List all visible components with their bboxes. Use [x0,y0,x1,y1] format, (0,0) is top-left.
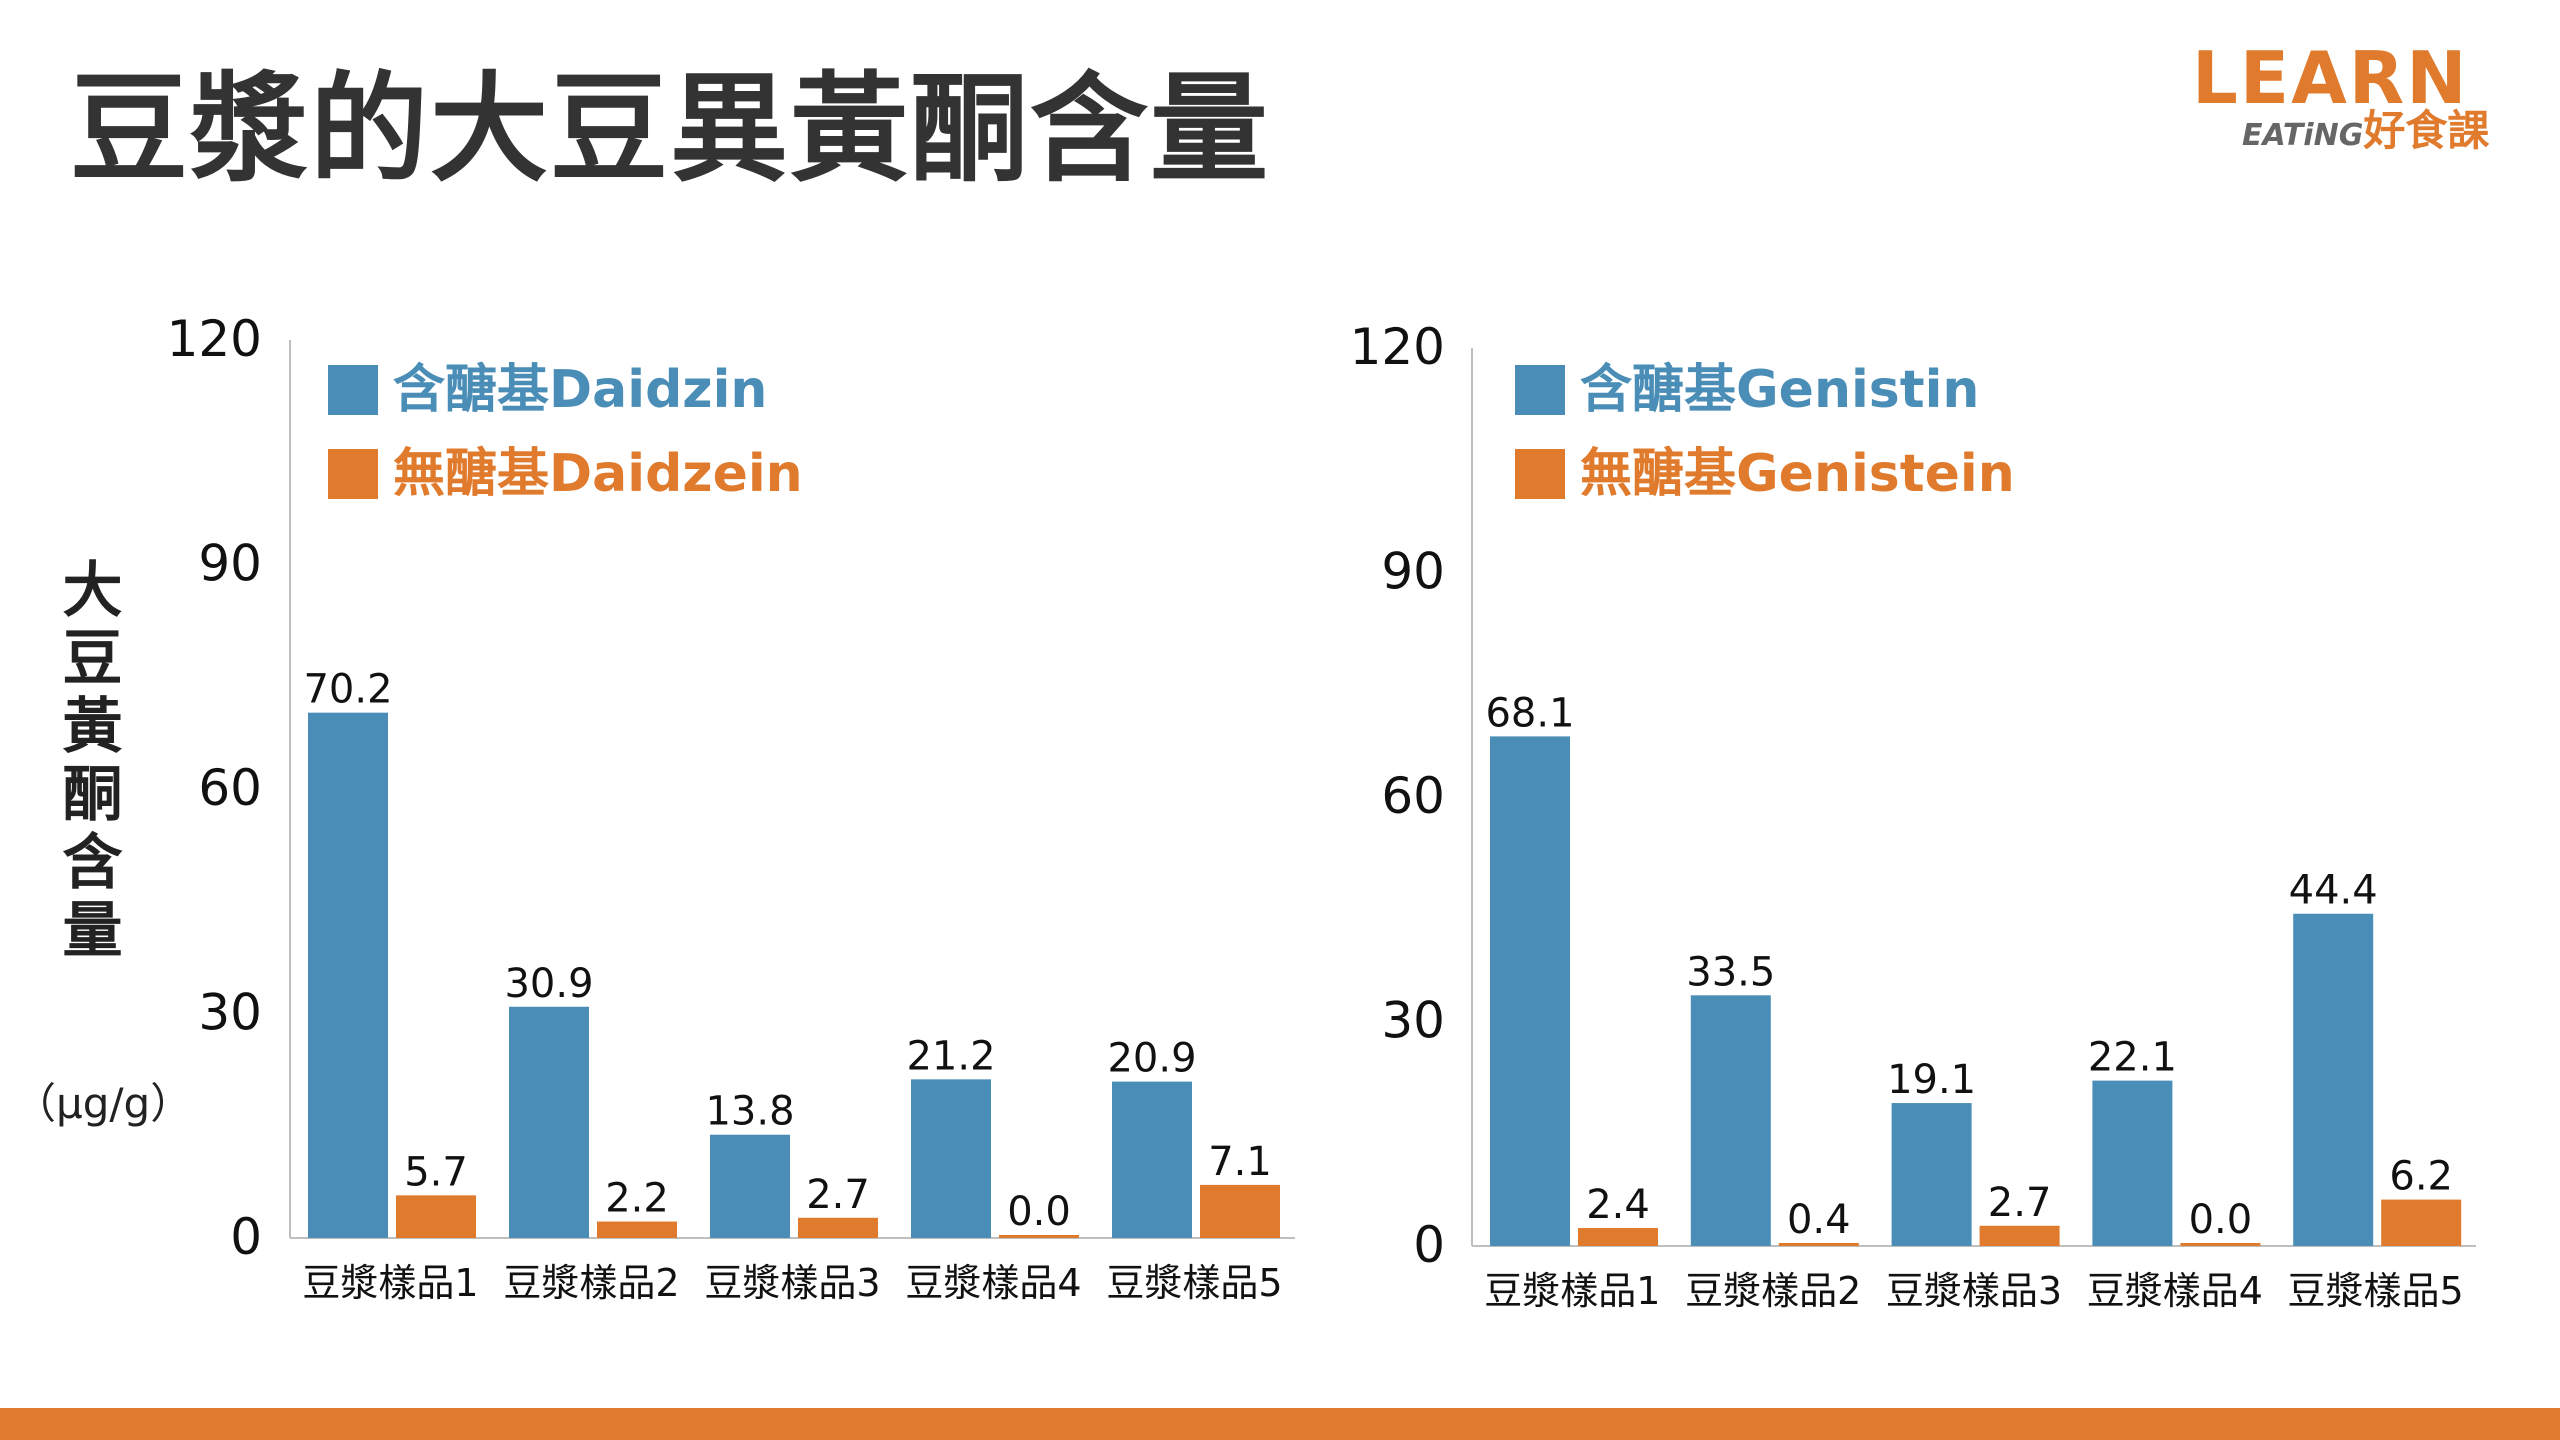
bar [2293,913,2374,1246]
bar [1200,1184,1280,1238]
y-tick-label: 0 [1413,1216,1445,1274]
bar [1112,1081,1192,1238]
brand-logo: LEARN EATiNG好食課 [2192,42,2512,162]
logo-chinese-text: 好食課 [2363,106,2490,155]
x-tick-label: 豆漿樣品1 [302,1261,478,1305]
x-tick-label: 豆漿樣品3 [704,1261,880,1305]
bar [1979,1225,2060,1246]
data-label: 0.0 [1007,1189,1071,1235]
x-tick-label: 豆漿樣品1 [1484,1269,1660,1313]
y-tick-label: 60 [198,759,262,817]
bar [2180,1243,2261,1246]
bar [1778,1243,1859,1246]
data-label: 2.7 [806,1172,870,1218]
data-label: 2.4 [1586,1182,1650,1228]
x-tick-label: 豆漿樣品2 [1685,1269,1861,1313]
data-label: 21.2 [906,1033,995,1079]
data-label: 2.2 [605,1176,669,1222]
bottom-accent-bar [0,1408,2560,1440]
x-tick-label: 豆漿樣品2 [503,1261,679,1305]
y-tick-label: 0 [230,1208,262,1266]
bar [509,1006,589,1238]
data-label: 2.7 [1988,1180,2052,1226]
x-tick-label: 豆漿樣品3 [1886,1269,2062,1313]
x-tick-label: 豆漿樣品5 [1106,1261,1282,1305]
data-label: 33.5 [1686,949,1775,995]
legend-swatch [328,449,378,499]
bar [2381,1199,2462,1246]
bar [999,1235,1079,1238]
x-tick-label: 豆漿樣品4 [905,1261,1081,1305]
logo-learn-text: LEARN [2192,36,2469,120]
bar [2092,1080,2173,1246]
data-label: 30.9 [504,961,593,1007]
bar [1490,736,1570,1246]
bar [1578,1228,1658,1246]
data-label: 22.1 [2088,1035,2177,1081]
legend-label: 含醣基Daidzin [393,360,767,420]
y-tick-label: 120 [1350,318,1445,376]
data-label: 68.1 [1485,690,1574,736]
y-axis-unit: （μg/g） [14,1079,193,1128]
bar [597,1221,677,1238]
y-tick-label: 30 [1381,992,1445,1050]
y-tick-label: 120 [167,310,262,368]
data-label: 7.1 [1208,1139,1272,1185]
bar [710,1134,790,1238]
data-label: 44.4 [2289,868,2378,914]
y-tick-label: 90 [198,535,262,593]
bar [396,1195,476,1238]
page-title: 豆漿的大豆異黃酮含量 [70,60,1271,198]
data-label: 6.2 [2389,1154,2453,1200]
bar [911,1079,991,1238]
legend-swatch [1515,365,1565,415]
legend-swatch [328,365,378,415]
y-tick-label: 30 [198,984,262,1042]
bar [1690,995,1771,1246]
bar [798,1217,878,1238]
bar [308,712,388,1238]
legend-label: 無醣基Genistein [1580,444,2015,504]
x-tick-label: 豆漿樣品4 [2087,1269,2263,1313]
data-label: 5.7 [404,1149,468,1195]
y-axis-label: 大豆黃酮含量 [52,558,122,966]
data-label: 70.2 [303,667,392,713]
data-label: 0.0 [2189,1197,2253,1243]
logo-subline: EATiNG好食課 [2242,110,2489,152]
data-label: 20.9 [1107,1036,1196,1082]
bar [1891,1103,1972,1246]
legend-label: 含醣基Genistin [1580,360,1979,420]
y-tick-label: 60 [1381,767,1445,825]
legend-swatch [1515,449,1565,499]
x-tick-label: 豆漿樣品5 [2288,1269,2464,1313]
legend-label: 無醣基Daidzein [393,444,803,504]
data-label: 19.1 [1887,1057,1976,1103]
y-tick-label: 90 [1381,543,1445,601]
data-label: 13.8 [705,1089,794,1135]
logo-eating-text: EATiNG [2242,118,2364,153]
data-label: 0.4 [1787,1197,1851,1243]
